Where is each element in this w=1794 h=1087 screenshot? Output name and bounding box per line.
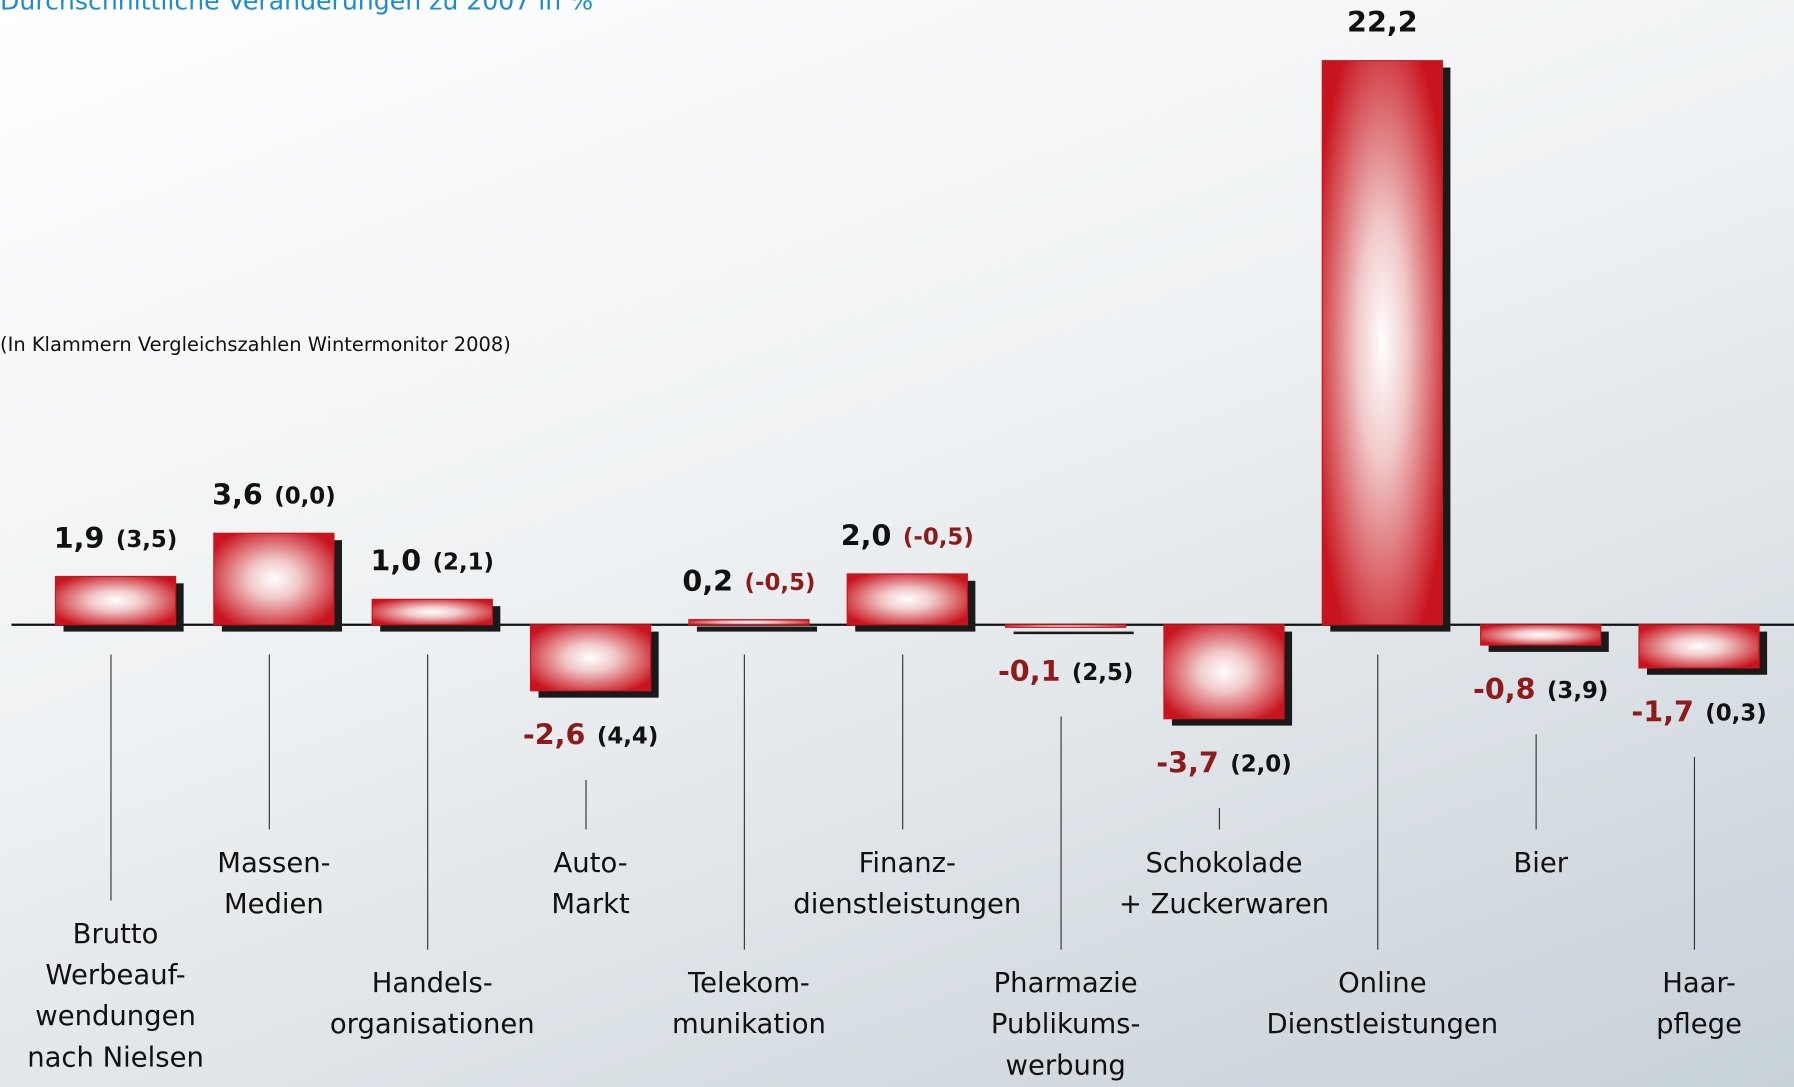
value: 1,9 [54,521,105,555]
category-label: Bier [1513,847,1568,878]
category-line: wendungen [35,1001,196,1032]
value-label: -0,1 (2,5) [998,654,1133,688]
chart-title: Durchschnittliche Veränderungen zu 2007 … [0,0,593,15]
bar [54,575,177,626]
bar [371,598,493,626]
bar [529,624,652,692]
category-line: Handels- [372,967,493,998]
value-label: -3,7 (2,0) [1156,746,1291,780]
comparison-value: (4,4) [597,723,658,749]
category-line: Telekom- [687,967,810,998]
bar [1005,624,1127,628]
category-line: nach Nielsen [27,1042,204,1073]
value: 22,2 [1347,5,1418,39]
category-label: Telekom-munikation [672,967,826,1039]
comparison-value: (3,5) [116,526,177,552]
category-label: Handels-organisationen [330,967,535,1039]
category-label: Finanz-dienstleistungen [793,847,1021,919]
value: 0,2 [682,564,733,598]
comparison-value: (-0,5) [903,524,974,550]
category-line: + Zuckerwaren [1119,889,1329,920]
value-label: -0,8 (3,9) [1473,672,1608,706]
bar [1480,624,1602,646]
bar [1163,624,1285,720]
comparison-value: (0,3) [1705,700,1766,726]
category-label: Schokolade + Zuckerwaren [1119,847,1329,919]
value: 2,0 [841,518,892,552]
category-line: munikation [672,1009,826,1040]
value: 1,0 [370,544,421,578]
value-label: 22,2 [1347,5,1418,39]
category-line: Brutto [73,918,159,949]
value-label: 1,9 (3,5) [54,521,178,555]
bar [1321,60,1443,626]
category-line: Pharmazie [994,967,1138,998]
comparison-value: (3,9) [1547,677,1608,703]
category-label: Brutto Werbeauf-wendungen nach Nielsen [27,918,204,1073]
value-label: 2,0 (-0,5) [841,518,974,552]
comparison-value: (2,0) [1230,751,1291,777]
category-line: pflege [1656,1009,1742,1040]
category-line: Markt [551,889,630,920]
bar [688,619,810,626]
value: -0,8 [1473,672,1536,706]
category-label: Massen- Medien [217,847,330,919]
value-label: 1,0 (2,1) [370,544,494,578]
value: -1,7 [1631,695,1694,729]
category-line: Haar- [1662,967,1736,998]
bar-shadow [696,626,818,632]
category-label: Haar-pflege [1656,967,1742,1039]
value: -2,6 [523,718,586,752]
category-line: Massen- [217,847,330,878]
category-label: Auto- Markt [551,847,630,919]
comparison-value: (2,5) [1072,660,1133,686]
category-line: dienstleistungen [793,889,1021,920]
category-label: Pharmazie Publikums-werbung [991,967,1140,1080]
value: -0,1 [998,654,1061,688]
category-line: Online [1338,967,1427,998]
bar-shadow [1013,631,1134,635]
value-label: -2,6 (4,4) [523,718,658,752]
comparison-value: (2,1) [433,549,494,575]
category-line: Bier [1513,847,1568,878]
bar [1638,624,1760,669]
value-label: 3,6 (0,0) [212,478,336,512]
chart-subtitle: (In Klammern Vergleichszahlen Wintermoni… [0,333,511,356]
bar [846,573,968,626]
category-line: Finanz- [859,847,956,878]
bar [213,532,335,626]
category-line: Auto- [554,847,628,878]
category-line: Werbeauf- [45,959,185,990]
category-line: organisationen [330,1009,535,1040]
value-label: 0,2 (-0,5) [682,564,815,598]
value: -3,7 [1156,746,1219,780]
comparison-value: (0,0) [274,483,335,509]
category-line: werbung [1006,1050,1126,1081]
category-line: Dienstleistungen [1266,1009,1498,1040]
category-label: Online Dienstleistungen [1266,967,1498,1039]
category-line: Schokolade [1145,847,1302,878]
comparison-value: (-0,5) [745,570,816,596]
value: 3,6 [212,478,263,512]
category-line: Publikums- [991,1009,1140,1040]
value-label: -1,7 (0,3) [1631,695,1766,729]
category-line: Medien [224,889,324,920]
